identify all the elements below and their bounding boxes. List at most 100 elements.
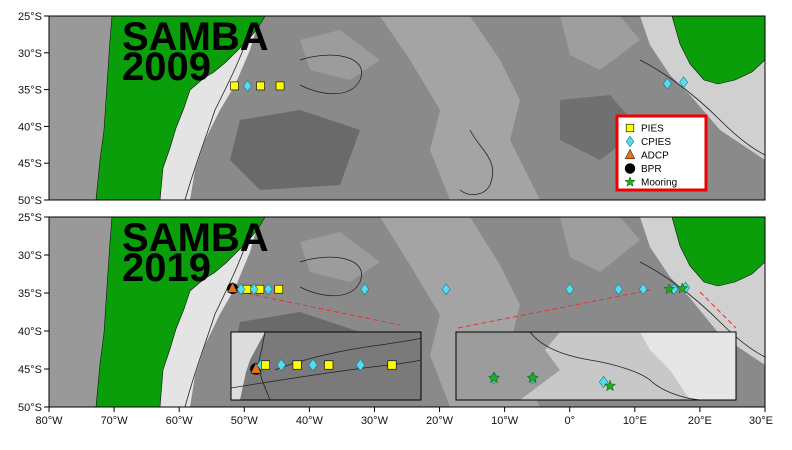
africa-land: [671, 16, 765, 85]
inset-leader-line: [457, 289, 651, 329]
south-america-land: [95, 16, 266, 200]
station-marker-mooring: [603, 379, 617, 392]
station-marker-pies: [274, 284, 284, 294]
andes-pacific-coast: [49, 217, 112, 407]
station-marker-cpies: [308, 358, 318, 372]
station-marker-cpies: [614, 283, 623, 296]
station-marker-mooring: [526, 371, 539, 384]
station-marker-cpies: [355, 358, 365, 372]
argentine-basin: [230, 110, 360, 190]
lon-tick-label: 30°E: [749, 415, 773, 427]
station-marker-mooring: [676, 282, 689, 294]
station-marker-mooring: [487, 371, 501, 384]
lon-tick-label: 10°W: [491, 415, 519, 427]
station-marker-cpies: [276, 358, 286, 372]
inset-contour: [231, 359, 421, 389]
station-marker-pies: [275, 81, 285, 91]
station-marker-pies: [256, 81, 265, 91]
africa-land: [671, 217, 765, 287]
inset-east: [455, 331, 737, 401]
inset-east-markers: [487, 371, 617, 392]
map-panel-2019: SAMBA 2019: [48, 216, 766, 408]
station-marker-pies: [324, 360, 334, 370]
inset-west: [230, 331, 422, 401]
station-marker-cpies: [565, 283, 575, 296]
rio-grande-rise: [300, 232, 380, 282]
contour-line: [639, 261, 765, 358]
station-marker-cpies: [249, 283, 259, 296]
lat-axis-2019: 25°S 30°S 35°S 40°S 45°S 50°S: [18, 212, 49, 414]
lon-tick-label: 50°W: [231, 415, 259, 427]
contour-line: [299, 54, 362, 95]
station-marker-mooring: [624, 176, 636, 187]
station-marker-pies: [625, 123, 635, 133]
inset-west-markers: [250, 358, 397, 375]
station-marker-pies: [260, 360, 270, 370]
panel-title-line1: SAMBA: [122, 15, 269, 59]
andes-pacific-coast: [49, 16, 112, 200]
lon-tick-label: 30°W: [361, 415, 389, 427]
inset-contour: [529, 332, 701, 400]
lon-tick-label: 10°E: [623, 415, 647, 427]
mid-atlantic-ridge: [380, 16, 540, 200]
station-markers-2019: [227, 281, 690, 296]
contour-line: [184, 16, 256, 200]
inset-ridge: [456, 332, 560, 400]
inset-frame: [230, 331, 422, 401]
legend-label-adcp: ADCP: [641, 151, 669, 162]
station-marker-cpies: [662, 77, 672, 90]
panel-frame: [48, 15, 766, 201]
contour-line: [639, 59, 765, 156]
lon-tick-label: 0°: [564, 415, 575, 427]
lat-tick-label: 50°S: [18, 402, 42, 414]
lat-tick-label: 45°S: [18, 158, 42, 170]
station-marker-cpies: [263, 283, 273, 296]
station-marker-adcp: [250, 362, 262, 374]
lat-tick-label: 40°S: [18, 326, 42, 338]
panel-title-line2: 2019: [122, 246, 211, 290]
rio-grande-rise: [300, 30, 380, 80]
station-marker-cpies: [679, 76, 689, 89]
lon-tick-label: 80°W: [35, 415, 63, 427]
contour-line: [459, 129, 494, 195]
station-marker-adcp: [227, 281, 238, 293]
lat-tick-label: 30°S: [18, 48, 42, 60]
lon-tick-label: 20°E: [688, 415, 712, 427]
inset-leader-line: [239, 291, 401, 326]
station-marker-cpies: [243, 79, 252, 92]
walvis-ridge: [560, 16, 640, 70]
station-marker-cpies: [441, 283, 451, 296]
station-marker-cpies: [638, 283, 648, 296]
inset-shelf: [231, 332, 265, 400]
station-marker-cpies: [236, 283, 246, 296]
station-marker-pies: [230, 81, 239, 91]
lon-tick-label: 70°W: [101, 415, 129, 427]
lat-tick-label: 35°S: [18, 85, 42, 97]
station-marker-cpies: [360, 283, 370, 296]
station-marker-bpr: [624, 163, 636, 174]
legend-label-pies: PIES: [641, 124, 664, 135]
panel-title-line1: SAMBA: [122, 216, 269, 260]
lat-axis-2009: 25°S 30°S 35°S 40°S 45°S 50°S: [18, 11, 49, 207]
walvis-ridge: [560, 217, 640, 272]
legend-label-bpr: BPR: [641, 164, 662, 175]
contour-line: [184, 217, 256, 407]
station-markers-2009: [230, 76, 689, 92]
south-america-land: [95, 217, 266, 407]
lat-tick-label: 25°S: [18, 212, 42, 224]
map-panel-2009: SAMBA 2009 PIES CPIES ADCP BPR Mooring: [48, 15, 766, 201]
lat-tick-label: 25°S: [18, 11, 42, 23]
lat-tick-label: 45°S: [18, 364, 42, 376]
lat-tick-label: 40°S: [18, 121, 42, 133]
panel-title-line2: 2009: [122, 45, 211, 89]
station-marker-pies: [292, 360, 302, 370]
legend-label-cpies: CPIES: [641, 137, 671, 148]
inset-frame: [455, 331, 737, 401]
inset-shelf: [640, 332, 736, 400]
lon-tick-label: 40°W: [296, 415, 324, 427]
station-marker-mooring: [663, 283, 676, 295]
inset-leader-line: [699, 291, 737, 329]
lon-tick-label: 60°W: [166, 415, 194, 427]
lat-tick-label: 30°S: [18, 250, 42, 262]
